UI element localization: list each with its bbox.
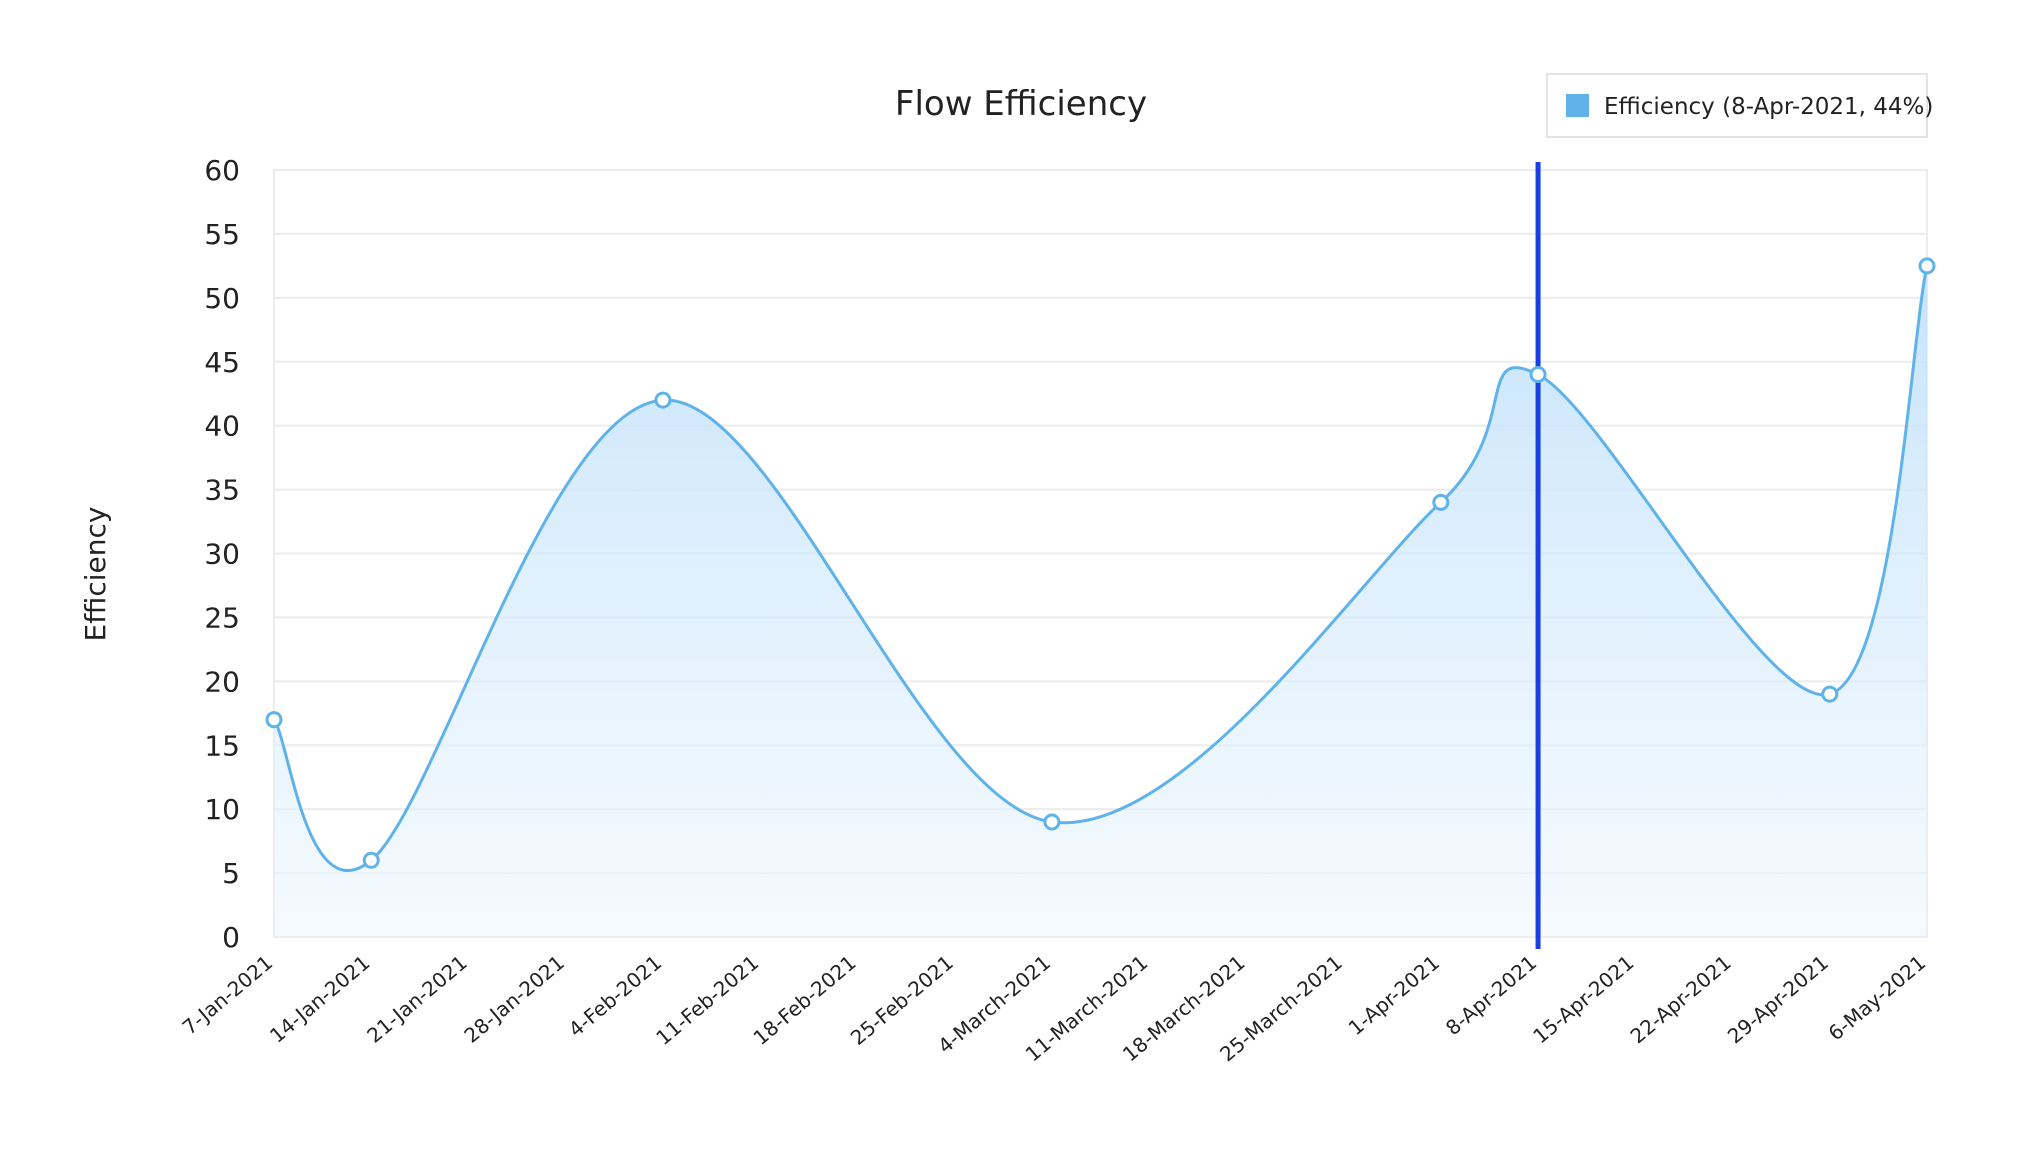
x-tick-label: 29-Apr-2021 [1723,950,1833,1048]
y-tick-label: 5 [222,857,240,890]
y-tick-label: 20 [204,665,240,698]
x-tick-label: 6-May-2021 [1824,950,1931,1045]
data-point[interactable] [362,851,380,869]
x-tick-label: 8-Apr-2021 [1441,950,1541,1040]
y-axis-title: Efficiency [79,507,112,642]
x-tick-label: 28-Jan-2021 [459,950,568,1047]
x-tick-label: 18-Feb-2021 [749,950,861,1050]
efficiency-area [274,265,1927,937]
y-tick-label: 45 [204,346,240,379]
x-tick-label: 1-Apr-2021 [1344,950,1444,1040]
efficiency-line [272,265,1929,872]
data-point[interactable] [265,711,283,729]
x-tick-label: 21-Jan-2021 [362,950,471,1047]
y-tick-label: 25 [204,601,240,634]
x-tick-label: 11-Feb-2021 [651,950,763,1050]
data-point[interactable] [1821,685,1839,703]
y-tick-label: 40 [204,410,240,443]
data-point[interactable] [1432,493,1450,511]
y-tick-label: 50 [204,282,240,315]
x-tick-label: 7-Jan-2021 [178,950,278,1039]
chart-title: Flow Efficiency [895,84,1147,124]
legend-label: Efficiency (8-Apr-2021, 44%) [1604,94,1933,120]
y-tick-label: 55 [204,218,240,251]
data-point[interactable] [1529,366,1547,384]
x-tick-label: 4-Feb-2021 [564,950,666,1041]
y-tick-label: 35 [204,474,240,507]
y-tick-label: 30 [204,538,240,571]
y-tick-label: 15 [204,729,240,762]
x-tick-label: 22-Apr-2021 [1626,950,1736,1048]
y-tick-label: 60 [204,154,240,187]
x-tick-label: 15-Apr-2021 [1528,950,1638,1048]
y-tick-label: 0 [222,921,240,954]
data-point[interactable] [654,391,672,409]
y-tick-label: 10 [204,793,240,826]
data-point[interactable] [1918,257,1936,275]
x-tick-label: 14-Jan-2021 [265,950,374,1047]
legend-swatch [1566,94,1589,117]
legend-box [1546,73,1928,138]
data-point[interactable] [1043,813,1061,831]
legend[interactable]: Efficiency (8-Apr-2021, 44%) [1546,73,1933,138]
